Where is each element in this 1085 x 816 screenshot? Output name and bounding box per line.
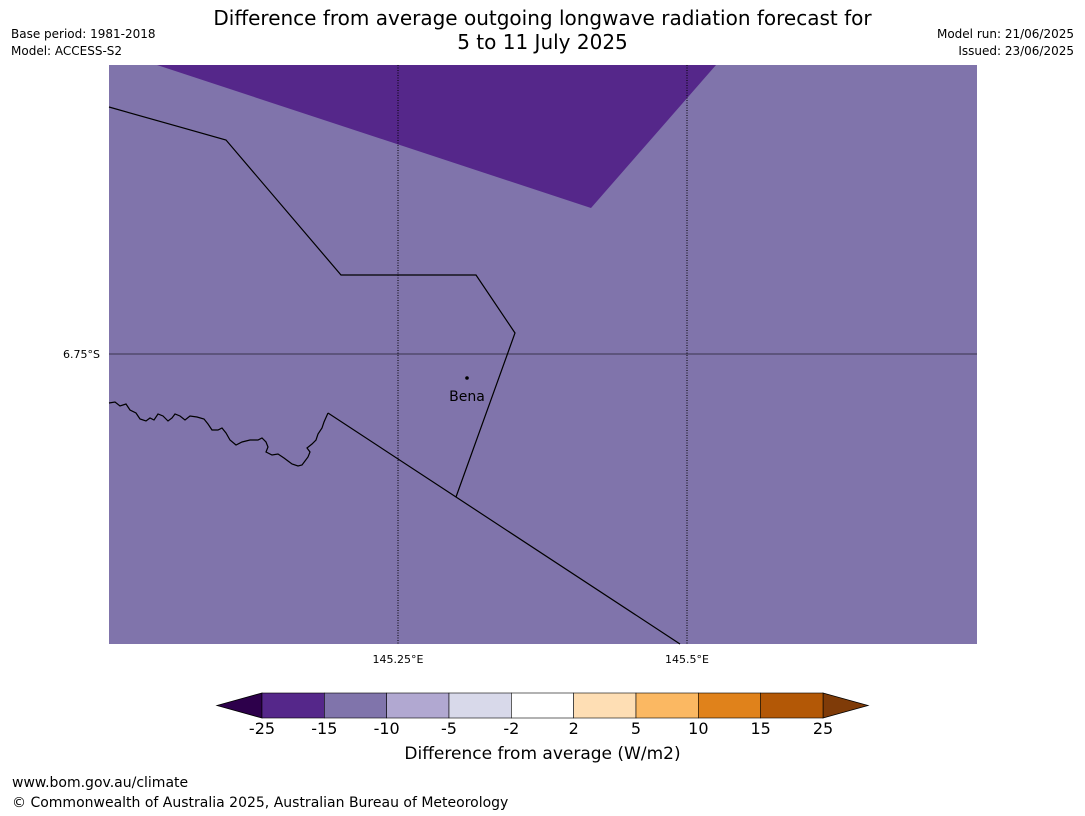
colorbar-tick-label: 10 bbox=[688, 719, 709, 738]
colorbar-segment bbox=[324, 692, 387, 719]
chart-title: Difference from average outgoing longwav… bbox=[0, 6, 1085, 54]
province-border-north bbox=[108, 106, 516, 498]
bena-location-marker bbox=[465, 376, 469, 380]
province-border-south bbox=[327, 412, 681, 645]
metadata-left: Base period: 1981-2018 Model: ACCESS-S2 bbox=[11, 26, 156, 60]
anomaly-patch-strong-negative bbox=[157, 65, 716, 208]
colorbar-label: Difference from average (W/m2) bbox=[404, 744, 681, 764]
colorbar-segment bbox=[386, 692, 450, 719]
colorbar-over-arrow bbox=[822, 692, 870, 719]
lon-label-145-25e: 145.25°E bbox=[373, 653, 424, 666]
model-text: Model: ACCESS-S2 bbox=[11, 44, 123, 58]
colorbar-under-arrow bbox=[215, 692, 263, 719]
colorbar-segment bbox=[635, 692, 699, 719]
colorbar-segment bbox=[573, 692, 637, 719]
colorbar-tick-label: 25 bbox=[812, 719, 834, 738]
bena-place-label: Bena bbox=[449, 389, 485, 405]
colorbar bbox=[215, 692, 870, 719]
colorbar-tick-label: 15 bbox=[750, 719, 771, 738]
river-boundary-line bbox=[108, 401, 329, 467]
colorbar-segment bbox=[511, 692, 574, 719]
metadata-right: Model run: 21/06/2025 Issued: 23/06/2025 bbox=[937, 26, 1074, 60]
colorbar-tick-label: -2 bbox=[503, 719, 520, 738]
issued-text: Issued: 23/06/2025 bbox=[958, 44, 1074, 58]
colorbar-tick-label: -10 bbox=[373, 719, 400, 738]
colorbar-tick-label: 5 bbox=[630, 719, 642, 738]
lon-label-145-5e: 145.5°E bbox=[665, 653, 709, 666]
colorbar-tick-label: -5 bbox=[441, 719, 457, 738]
footer-url[interactable]: www.bom.gov.au/climate bbox=[12, 775, 189, 791]
colorbar-tick-label: -25 bbox=[248, 719, 276, 738]
footer-copyright: © Commonwealth of Australia 2025, Austra… bbox=[12, 795, 509, 811]
colorbar-segment bbox=[261, 692, 325, 719]
colorbar-tick-label: 2 bbox=[568, 719, 579, 738]
title-line-1: Difference from average outgoing longwav… bbox=[213, 6, 872, 30]
colorbar-segment bbox=[760, 692, 824, 719]
base-period-text: Base period: 1981-2018 bbox=[11, 27, 156, 41]
colorbar-tick-label: -15 bbox=[311, 719, 338, 738]
lat-label-6-75s: 6.75°S bbox=[63, 348, 100, 361]
colorbar-segment bbox=[698, 692, 761, 719]
colorbar-segment bbox=[448, 692, 512, 719]
model-run-text: Model run: 21/06/2025 bbox=[936, 27, 1074, 41]
title-line-2: 5 to 11 July 2025 bbox=[457, 30, 628, 54]
